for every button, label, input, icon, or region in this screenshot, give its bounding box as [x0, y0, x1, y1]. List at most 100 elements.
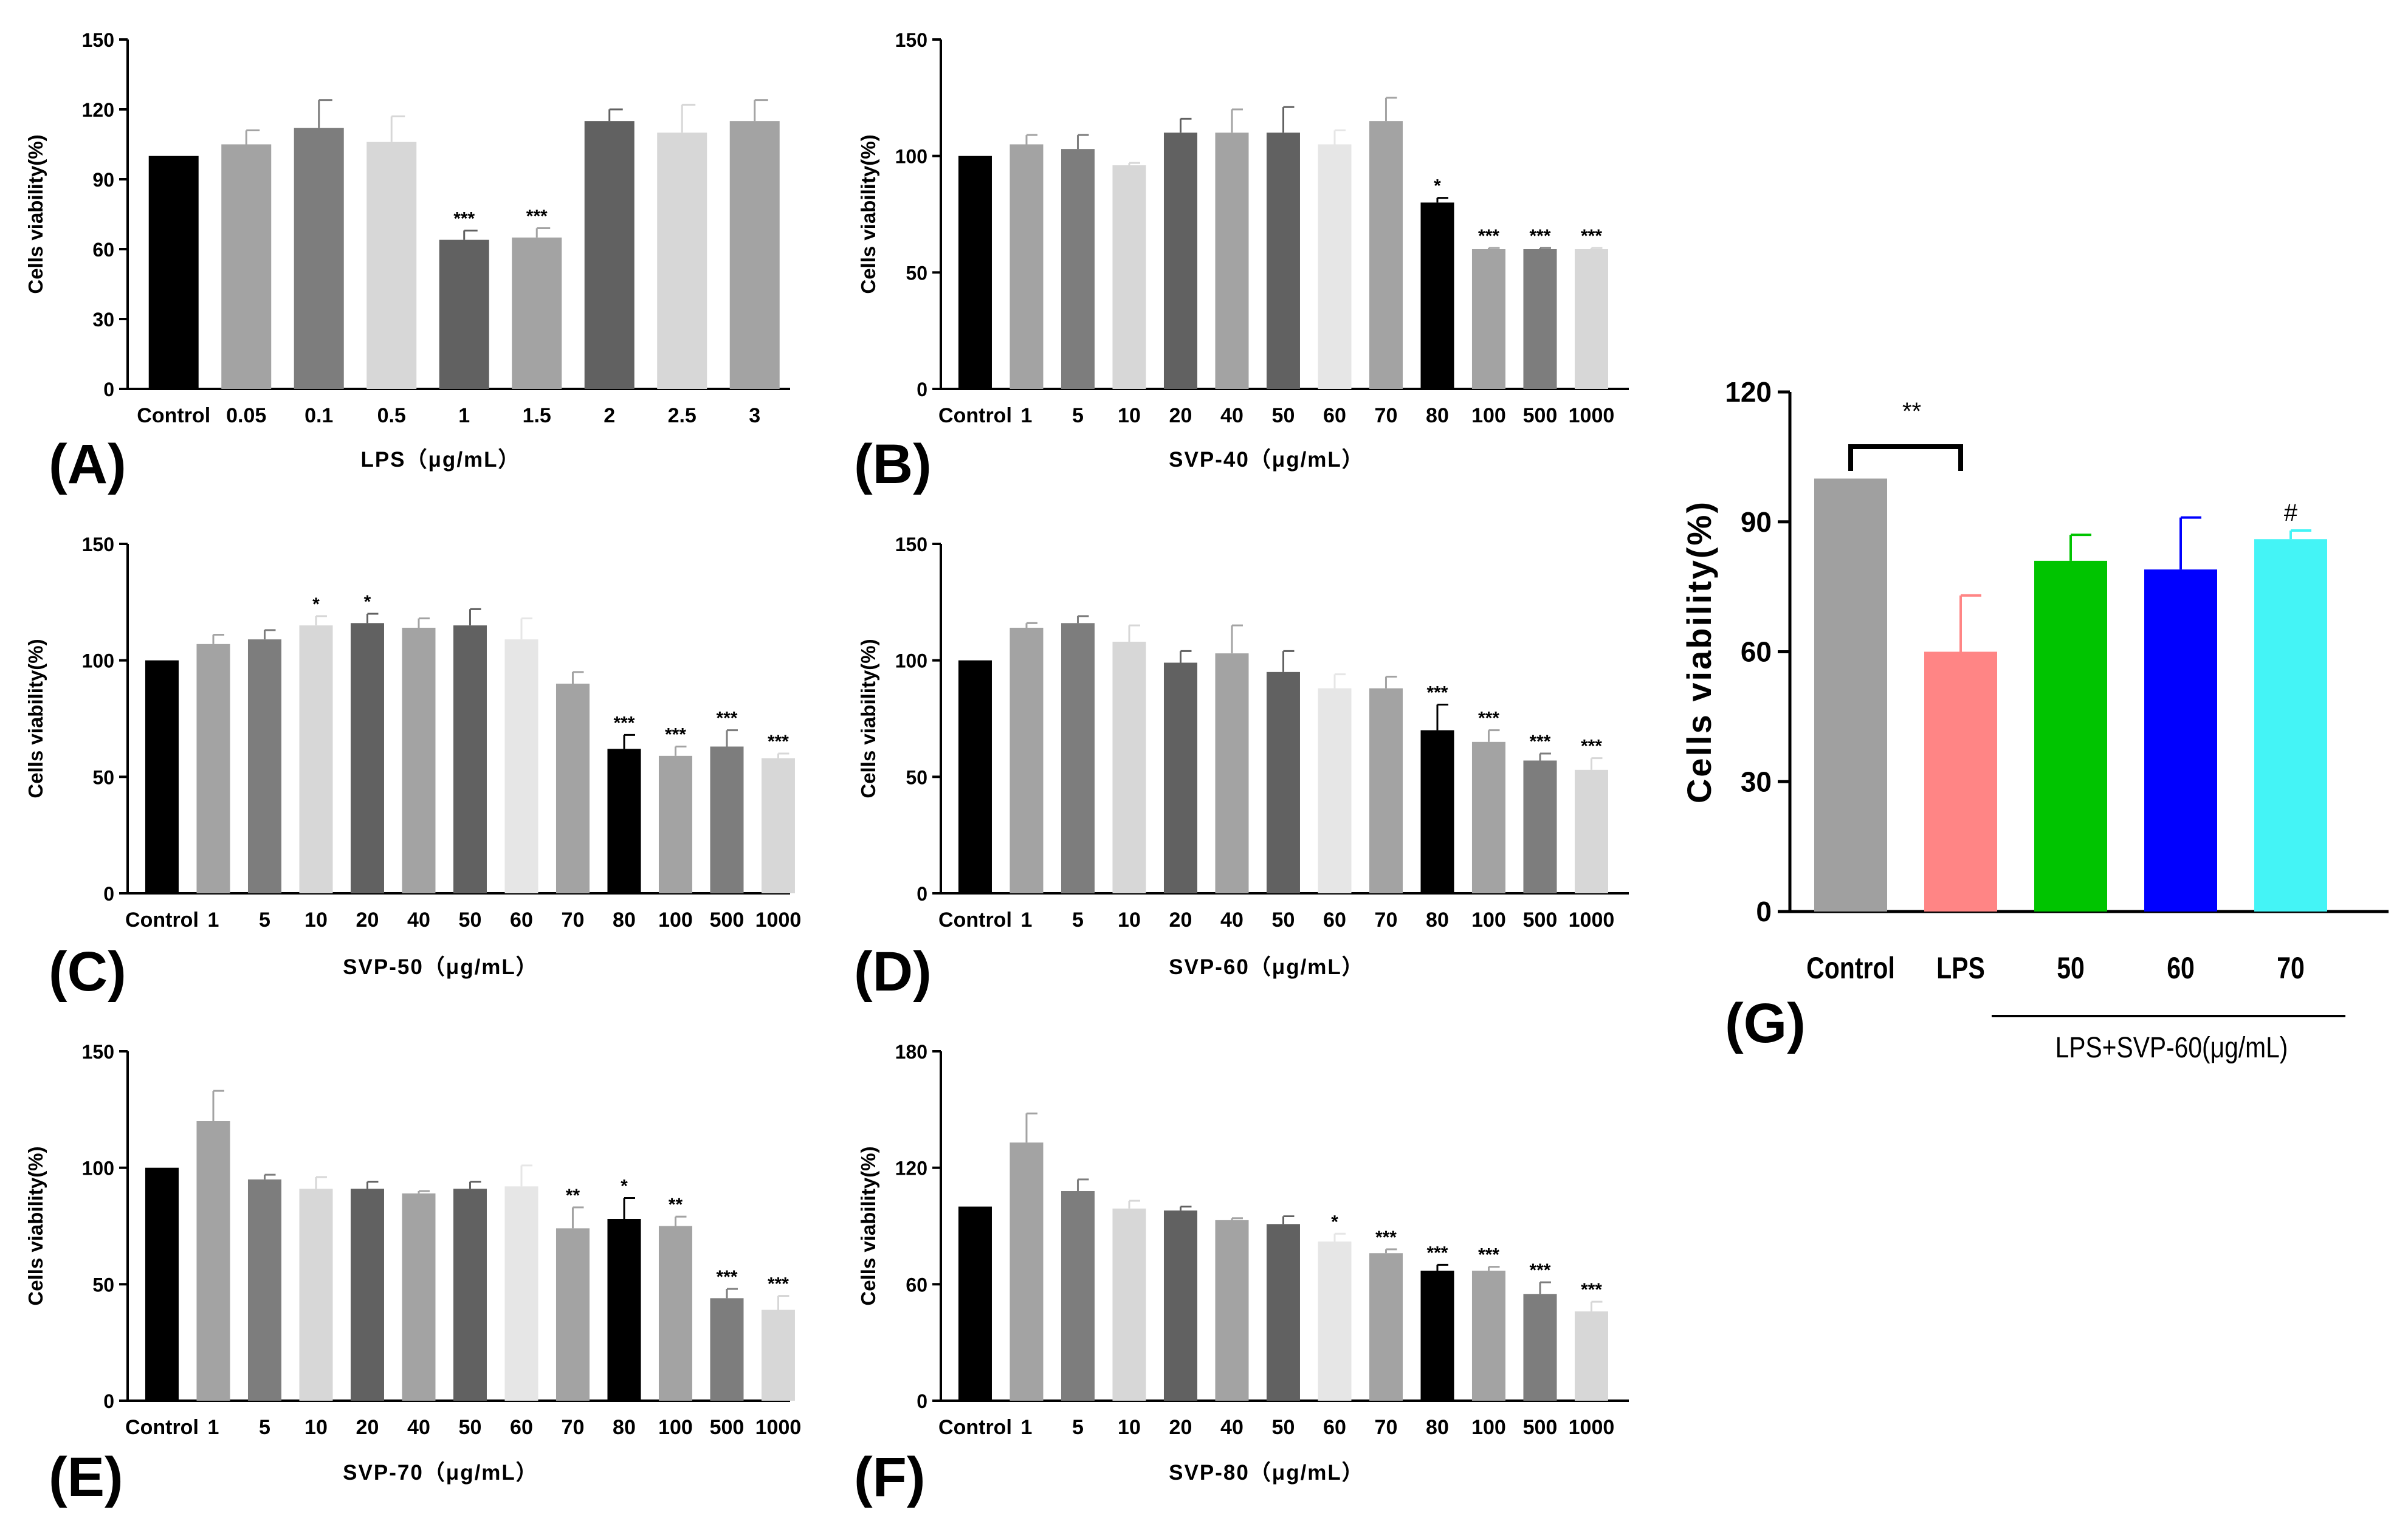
x-tick-label: 20: [356, 908, 379, 932]
bar: [1523, 1294, 1557, 1401]
chart-panel-d: 0 50 100 150 Cells viability(%) Control 1 5 10 20…: [854, 534, 1629, 1003]
bar: [1574, 1311, 1608, 1401]
bar: [1061, 1191, 1095, 1401]
y-tick-label: 120: [1725, 376, 1772, 408]
bar: [1112, 1208, 1146, 1401]
bar: [145, 1167, 179, 1401]
significance-label: ***: [1581, 737, 1602, 757]
panel-letter: (B): [854, 433, 932, 495]
bar: [1266, 132, 1300, 390]
y-tick-label: 30: [1741, 766, 1772, 797]
bar: [958, 156, 992, 389]
bracket-significance-label: **: [1902, 398, 1921, 425]
significance-label: ***: [1426, 1243, 1448, 1263]
y-axis-label: Cells viability(%): [857, 134, 879, 294]
bar: [1369, 688, 1403, 893]
bar: [350, 623, 384, 893]
bar: [504, 639, 538, 893]
x-tick-label: 20: [1169, 1416, 1192, 1439]
bar: [439, 239, 489, 389]
bar: [1163, 1210, 1197, 1401]
significance-label: ***: [1529, 226, 1550, 246]
bar: [512, 237, 562, 389]
bar: [453, 1189, 487, 1401]
bar: [556, 684, 590, 893]
x-tick-label: 70: [2277, 951, 2305, 985]
x-tick-label: 1.5: [523, 404, 551, 427]
bar: [1215, 132, 1249, 390]
y-tick-label: 0: [103, 1390, 114, 1412]
significance-label: ***: [768, 1274, 789, 1294]
bar: [221, 144, 272, 389]
significance-label: *: [621, 1176, 628, 1197]
bar: [1318, 688, 1352, 893]
x-tick-label: 1: [208, 1416, 219, 1439]
x-tick-label: 70: [1375, 908, 1398, 932]
chart-panel-g: 0 30 60 90 120 Cells viability(%) Control LPS 50…: [1680, 376, 2389, 1064]
bar: [350, 1189, 384, 1401]
x-tick-label: 10: [304, 908, 328, 932]
x-tick-label: 1: [1021, 1416, 1033, 1439]
bar: [1523, 249, 1557, 389]
y-axis-label: Cells viability(%): [24, 134, 47, 294]
x-tick-label: 70: [1375, 404, 1398, 427]
bar: [1471, 741, 1505, 893]
y-tick-label: 120: [82, 99, 114, 121]
bar: [1010, 144, 1044, 389]
x-tick-label: 50: [2057, 951, 2085, 985]
bar: [1061, 149, 1095, 389]
bar: [1369, 1253, 1403, 1401]
panel-letter: (A): [49, 433, 126, 495]
y-tick-label: 50: [92, 1274, 114, 1296]
bar: [402, 628, 436, 893]
x-tick-label: 1000: [755, 1416, 802, 1439]
bar: [196, 1121, 230, 1401]
x-tick-label: 1: [208, 908, 219, 932]
chart-panel-a: 0 30 60 90 120 150 Cells viability(%) Control 0.…: [24, 29, 790, 495]
x-tick-label: 40: [407, 1416, 430, 1439]
x-tick-label: 70: [562, 908, 585, 932]
x-tick-label: 1000: [1569, 908, 1615, 932]
x-tick-label: 40: [1220, 404, 1244, 427]
x-tick-label: 20: [1169, 908, 1192, 932]
bar: [1215, 1220, 1249, 1401]
x-tick-label: Control: [137, 404, 210, 427]
panel-letter: (F): [854, 1446, 925, 1508]
y-tick-label: 0: [103, 379, 114, 400]
x-tick-label: 5: [259, 908, 270, 932]
bar: [453, 625, 487, 893]
x-tick-label: 10: [1118, 1416, 1141, 1439]
x-tick-label: 100: [658, 1416, 693, 1439]
x-tick-label: 50: [1272, 404, 1295, 427]
x-tick-label: 20: [1169, 404, 1192, 427]
bar: [761, 758, 795, 893]
x-tick-label: 1000: [1569, 1416, 1615, 1439]
y-tick-label: 60: [1741, 636, 1772, 668]
y-axis-label: Cells viability(%): [857, 1146, 879, 1305]
bar: [710, 1298, 744, 1401]
bar: [1010, 1142, 1044, 1401]
bar: [1163, 662, 1197, 893]
bar: [710, 746, 744, 893]
bar: [1471, 249, 1505, 389]
bar: [402, 1193, 436, 1401]
y-tick-label: 0: [917, 1390, 927, 1412]
significance-bracket: [1848, 444, 1963, 471]
bar: [1112, 642, 1146, 893]
y-axis-label: Cells viability(%): [24, 1146, 47, 1305]
x-tick-label: 50: [1272, 908, 1295, 932]
significance-label: ***: [716, 709, 737, 729]
bar: [1112, 165, 1146, 389]
bar: [1574, 249, 1608, 389]
x-tick-label: 60: [510, 1416, 533, 1439]
chart-panel-e: 0 50 100 150 Cells viability(%) Control 1 5 10 20…: [24, 1041, 801, 1508]
bar: [1420, 730, 1454, 893]
significance-label: ***: [1529, 1260, 1550, 1280]
y-tick-label: 50: [906, 766, 927, 788]
y-tick-label: 100: [895, 146, 927, 168]
chart-panel-f: 0 60 120 180 Cells viability(%) Control 1 5 10 20…: [854, 1041, 1629, 1508]
x-tick-label: 0.1: [304, 404, 333, 427]
y-tick-label: 30: [92, 309, 114, 331]
significance-label: ***: [1478, 1245, 1499, 1265]
bar: [247, 639, 281, 893]
